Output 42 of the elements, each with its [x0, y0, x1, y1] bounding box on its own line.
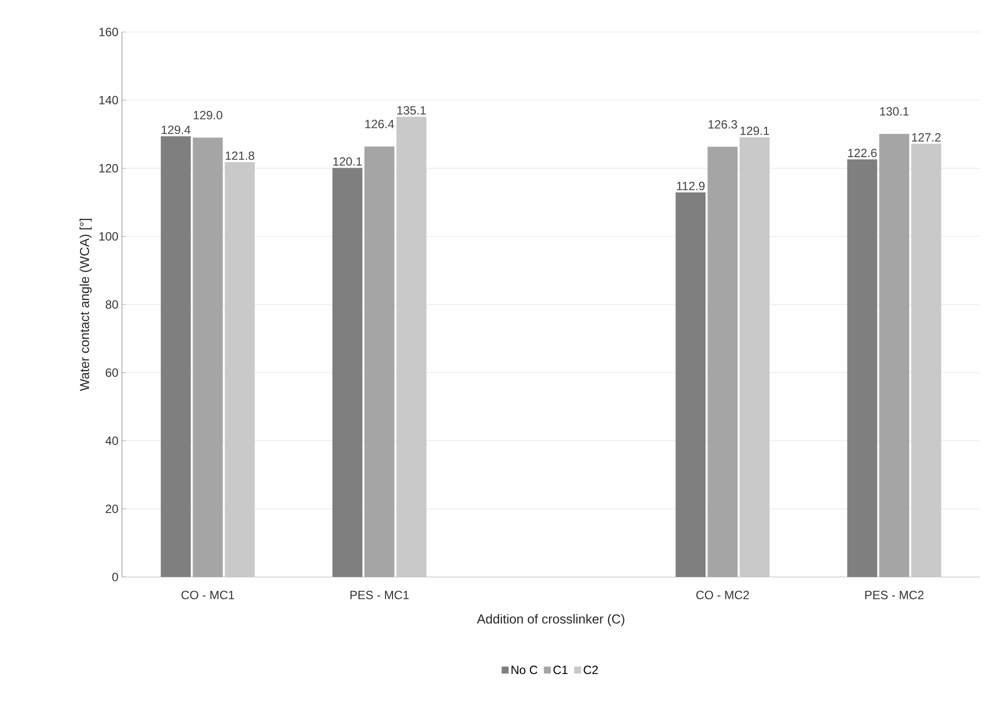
- bar: [224, 162, 255, 577]
- legend-label: No C: [512, 666, 538, 674]
- bar: [879, 134, 910, 577]
- data-label: 121.8: [226, 151, 254, 160]
- y-tick-label: 40: [105, 436, 118, 445]
- y-tick-label: 80: [106, 300, 118, 309]
- y-tick-label: 0: [112, 572, 118, 582]
- data-label: 130.1: [880, 107, 909, 116]
- data-label: 126.3: [708, 120, 738, 129]
- data-label: 122.6: [848, 148, 877, 158]
- bar: [708, 146, 738, 577]
- x-tick-label: PES - MC2: [865, 590, 924, 600]
- x-tick-label: CO - MC1: [182, 590, 234, 600]
- bar: [364, 146, 394, 577]
- bar: [396, 116, 426, 577]
- data-label: 127.2: [912, 133, 941, 142]
- data-label: 129.4: [162, 126, 190, 134]
- bar: [847, 159, 878, 577]
- y-tick-label: 120: [99, 164, 118, 172]
- bar: [740, 137, 770, 577]
- data-label: 129.1: [740, 126, 769, 136]
- bar: [192, 138, 223, 577]
- bar: [160, 136, 191, 577]
- bar: [332, 168, 362, 577]
- data-label: 120.1: [333, 157, 362, 166]
- data-label: 135.1: [397, 106, 426, 115]
- data-label: 112.9: [676, 182, 705, 190]
- data-label: 126.4: [365, 120, 394, 128]
- x-tick-label: PES - MC1: [350, 590, 409, 600]
- y-tick-label: 20: [106, 504, 118, 514]
- legend-label: C2: [584, 666, 598, 674]
- legend-label: C1: [553, 666, 568, 674]
- bar: [911, 144, 942, 577]
- y-tick-label: 160: [99, 28, 118, 36]
- bar: [676, 192, 706, 577]
- x-axis-title: Addition of crosslinker (C): [476, 614, 624, 626]
- y-axis-title: Water contact angle (WCA) [°]: [80, 218, 92, 391]
- y-tick-label: 60: [106, 368, 118, 377]
- x-tick-label: CO - MC2: [696, 590, 749, 600]
- y-tick-label: 100: [99, 232, 118, 241]
- y-tick-label: 140: [99, 96, 118, 104]
- data-label: 129.0: [194, 110, 222, 120]
